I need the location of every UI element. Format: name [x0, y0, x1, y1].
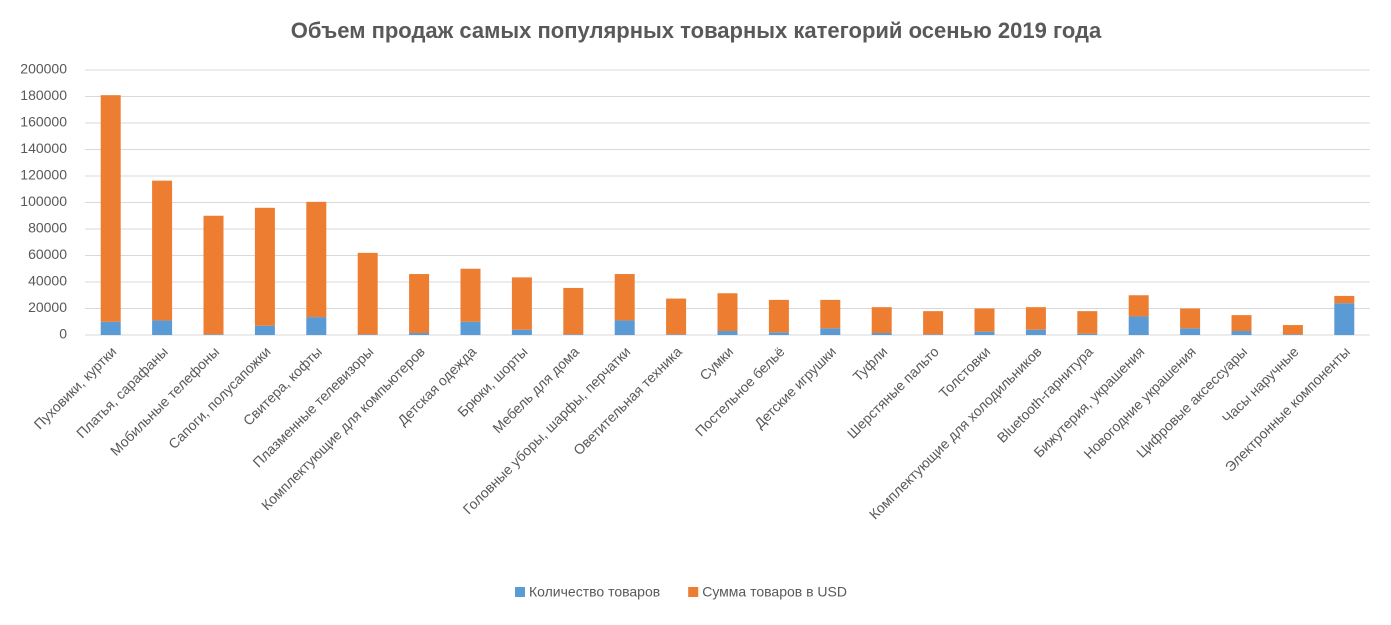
- bar-segment: [1128, 316, 1149, 335]
- y-tick-label: 180000: [20, 87, 67, 103]
- x-tick-label: Постельное бельё: [692, 343, 788, 439]
- bar-segment: [820, 299, 841, 329]
- bar-segment: [768, 332, 789, 335]
- x-tick-label: Платья, сарафаны: [73, 343, 171, 441]
- bar-segment: [409, 274, 430, 334]
- y-tick-label: 0: [59, 326, 67, 342]
- x-tick-label: Шерстяные пальто: [844, 343, 942, 441]
- bar-segment: [511, 329, 532, 335]
- bar-segment: [717, 293, 738, 332]
- legend-swatch: [515, 587, 525, 597]
- y-tick-label: 160000: [20, 114, 67, 130]
- bar-segment: [1180, 308, 1201, 329]
- bar-segment: [357, 334, 378, 335]
- bar-segment: [1128, 295, 1149, 317]
- bar-segment: [974, 308, 995, 332]
- bar-segment: [152, 180, 173, 321]
- bar-segment: [460, 268, 481, 322]
- bar-segment: [1025, 307, 1046, 330]
- bar-segment: [1231, 331, 1252, 335]
- bar-segment: [1077, 311, 1098, 334]
- y-tick-label: 80000: [28, 220, 67, 236]
- legend-label: Сумма товаров в USD: [702, 584, 847, 600]
- bar-segment: [614, 274, 635, 321]
- bar-segment: [820, 328, 841, 335]
- bar-segment: [666, 298, 687, 335]
- y-tick-label: 100000: [20, 193, 67, 209]
- y-tick-label: 20000: [28, 299, 67, 315]
- bar-segment: [923, 334, 944, 335]
- legend-swatch: [688, 587, 699, 597]
- y-tick-label: 40000: [28, 273, 67, 289]
- bar-segment: [254, 207, 275, 326]
- bar-segment: [768, 299, 789, 333]
- legend-label: Количество товаров: [529, 584, 660, 600]
- bar-segment: [1180, 328, 1201, 335]
- chart-title: Объем продаж самых популярных товарных к…: [291, 18, 1102, 43]
- bar-segment: [306, 201, 327, 318]
- bar-segment: [974, 331, 995, 335]
- bar-segment: [614, 320, 635, 335]
- bar-segment: [1282, 325, 1303, 335]
- y-tick-label: 120000: [20, 167, 67, 183]
- bar-segment: [409, 333, 430, 335]
- bar-segment: [563, 287, 584, 335]
- bar-segment: [1077, 333, 1098, 335]
- bar-segment: [1231, 315, 1252, 332]
- bar-segment: [923, 311, 944, 335]
- bar-segment: [306, 317, 327, 335]
- y-tick-label: 60000: [28, 246, 67, 262]
- bar-segment: [203, 334, 224, 335]
- x-tick-label: Туфли: [850, 343, 891, 384]
- bar-segment: [254, 325, 275, 335]
- bar-segment: [100, 95, 121, 322]
- x-tick-label: Сумки: [696, 343, 736, 383]
- y-tick-label: 200000: [20, 61, 67, 77]
- bar-segment: [460, 321, 481, 335]
- bar-segment: [203, 215, 224, 335]
- x-tick-label: Bluetooth-гарнитура: [994, 343, 1096, 445]
- bar-segment: [1334, 295, 1355, 304]
- y-tick-label: 140000: [20, 140, 67, 156]
- bar-segment: [666, 334, 687, 335]
- bar-segment: [357, 252, 378, 335]
- bar-segment: [871, 333, 892, 335]
- bar-segment: [1334, 303, 1355, 335]
- bar-segment: [1282, 334, 1303, 335]
- bar-segment: [1025, 329, 1046, 335]
- bar-segment: [100, 321, 121, 335]
- bar-segment: [871, 307, 892, 334]
- bar-segment: [152, 320, 173, 335]
- bar-segment: [511, 277, 532, 330]
- bar-segment: [563, 334, 584, 335]
- bar-segment: [717, 331, 738, 335]
- x-tick-label: Сапоги, полусапожки: [165, 343, 274, 452]
- x-tick-label: Мебель для дома: [489, 343, 582, 436]
